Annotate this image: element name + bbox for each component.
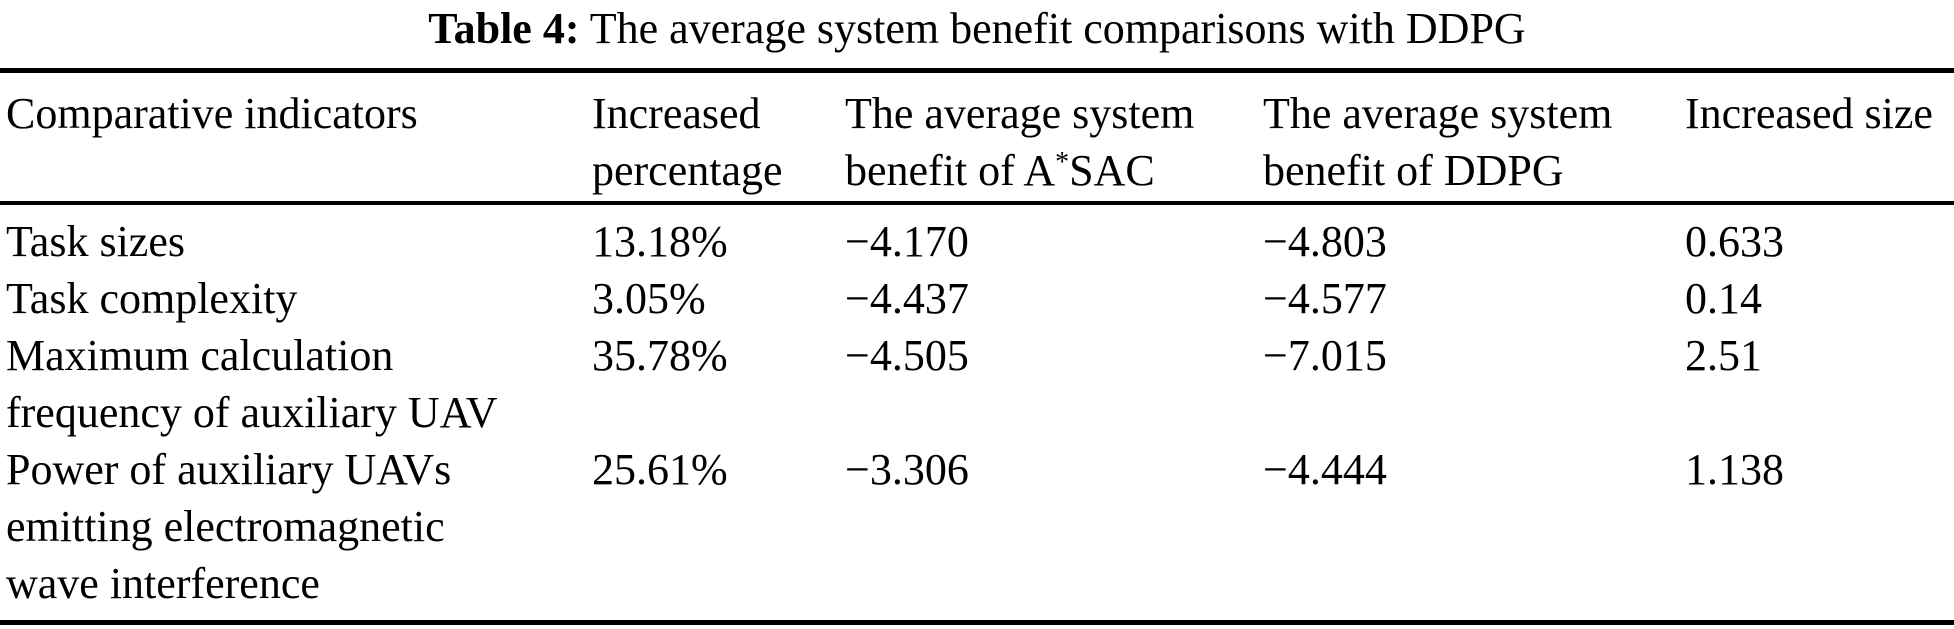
header-line: benefit of DDPG	[1263, 146, 1564, 195]
cell-increased-percentage: 3.05%	[592, 274, 706, 323]
table-row-power-auxiliary-uavs: Power of auxiliary UAVs emitting electro…	[0, 441, 1954, 623]
header-line: percentage	[592, 146, 783, 195]
cell-benefit-ddpg: −4.577	[1263, 274, 1387, 323]
cell-increased-size: 2.51	[1685, 331, 1762, 380]
cell-benefit-ddpg: −4.444	[1263, 445, 1387, 494]
superscript-asterisk: *	[1055, 147, 1070, 178]
header-row: Comparative indicators Increased percent…	[0, 70, 1954, 205]
cell-benefit-ddpg: −7.015	[1263, 331, 1387, 380]
indicator-line: Task complexity	[6, 274, 298, 323]
header-line: benefit of A*SAC	[845, 142, 1257, 199]
table-caption: Table 4: The average system benefit comp…	[0, 4, 1954, 54]
column-header-increased-size: Increased size	[1679, 70, 1954, 205]
cell-increased-percentage: 13.18%	[592, 217, 728, 266]
cell-increased-size: 0.14	[1685, 274, 1762, 323]
cell-benefit-asac: −4.170	[845, 217, 969, 266]
cell-increased-size: 0.633	[1685, 217, 1784, 266]
table-caption-text: The average system benefit comparisons w…	[589, 4, 1526, 53]
column-header-benefit-ddpg: The average system benefit of DDPG	[1257, 70, 1679, 205]
indicator-line: frequency of auxiliary UAV	[6, 388, 498, 437]
indicator-line: Maximum calculation	[6, 331, 394, 380]
comparison-table: Comparative indicators Increased percent…	[0, 68, 1954, 625]
header-text-pre: benefit of A	[845, 146, 1056, 195]
header-line: The average system	[1263, 89, 1613, 138]
cell-indicator: Task sizes	[0, 203, 586, 270]
table-row-task-complexity: Task complexity 3.05% −4.437 −4.577 0.14	[0, 270, 1954, 327]
indicator-line: Task sizes	[6, 217, 185, 266]
header-text-post: SAC	[1069, 146, 1155, 195]
cell-benefit-asac: −3.306	[845, 445, 969, 494]
header-line: Comparative indicators	[6, 89, 418, 138]
cell-increased-percentage: 35.78%	[592, 331, 728, 380]
cell-indicator: Power of auxiliary UAVs emitting electro…	[0, 441, 586, 623]
table-header: Comparative indicators Increased percent…	[0, 70, 1954, 205]
column-header-comparative-indicators: Comparative indicators	[0, 70, 586, 205]
header-line: Increased size	[1685, 89, 1933, 138]
table-body: Task sizes 13.18% −4.170 −4.803 0.633 Ta…	[0, 203, 1954, 623]
cell-benefit-asac: −4.437	[845, 274, 969, 323]
indicator-line: emitting electromagnetic	[6, 502, 445, 551]
column-header-increased-percentage: Increased percentage	[586, 70, 839, 205]
cell-benefit-asac: −4.505	[845, 331, 969, 380]
header-line: Increased	[592, 89, 761, 138]
cell-increased-percentage: 25.61%	[592, 445, 728, 494]
header-line: The average system	[845, 89, 1195, 138]
table-row-max-calculation-frequency: Maximum calculation frequency of auxilia…	[0, 327, 1954, 441]
cell-increased-size: 1.138	[1685, 445, 1784, 494]
cell-indicator: Maximum calculation frequency of auxilia…	[0, 327, 586, 441]
table-caption-label: Table 4:	[428, 4, 580, 53]
indicator-line: wave interference	[6, 559, 320, 608]
cell-indicator: Task complexity	[0, 270, 586, 327]
indicator-line: Power of auxiliary UAVs	[6, 445, 452, 494]
table-row-task-sizes: Task sizes 13.18% −4.170 −4.803 0.633	[0, 203, 1954, 270]
cell-benefit-ddpg: −4.803	[1263, 217, 1387, 266]
column-header-benefit-asac: The average system benefit of A*SAC	[839, 70, 1257, 205]
